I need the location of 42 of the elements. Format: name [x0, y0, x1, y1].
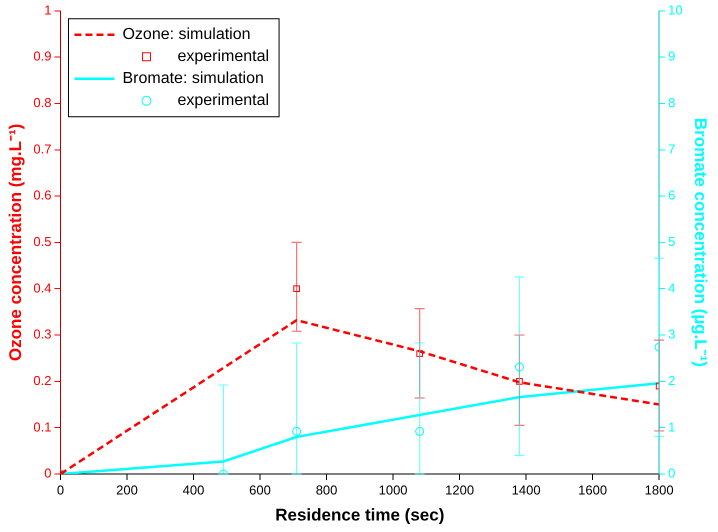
x-tick-label: 800	[316, 482, 338, 498]
y2-tick-label: 4	[668, 280, 676, 296]
y2-tick-label: 3	[668, 326, 676, 342]
y-tick-label: 1	[44, 2, 52, 18]
y-tick-label: 0.7	[33, 141, 52, 156]
legend-label: Bromate: simulation	[122, 70, 264, 88]
x-tick-label: 1400	[512, 482, 541, 498]
point	[293, 285, 300, 292]
legend-label: experimental	[177, 48, 270, 66]
y2-tick-label: 7	[668, 141, 676, 156]
y-tick-label: 0.2	[33, 372, 52, 388]
y-tick-label: 0.4	[33, 280, 52, 296]
x-tick-label: 1800	[644, 482, 674, 498]
x-tick-label: 0	[56, 482, 64, 498]
y-tick-label: 0.9	[33, 48, 52, 64]
y2-tick-label: 8	[668, 95, 676, 110]
y2-tick-label: 10	[668, 2, 683, 18]
x-axis-title: Residence time (sec)	[275, 505, 444, 524]
y-axis-title: Ozone concentration (mg.L⁻¹)	[6, 124, 25, 362]
x-tick-label: 600	[249, 482, 271, 498]
x-tick-label: 400	[182, 482, 204, 498]
x-tick-label: 1600	[578, 482, 608, 498]
point	[516, 378, 523, 385]
y-tick-label: 0.1	[33, 419, 52, 434]
y-tick-label: 0	[44, 466, 52, 481]
y-tick-label: 0.3	[33, 326, 52, 342]
x-tick-label: 200	[116, 482, 138, 498]
legend-label: Ozone: simulation	[122, 26, 251, 44]
y-tick-label: 0.6	[33, 188, 52, 203]
y2-tick-label: 6	[668, 188, 676, 203]
y2-tick-label: 2	[668, 372, 676, 388]
y2-axis-title: Bromate concentration (µg.L⁻¹)	[691, 118, 710, 367]
x-tick-label: 1200	[445, 482, 474, 498]
legend-label: experimental	[177, 92, 270, 110]
x-tick-label: 1000	[378, 482, 408, 498]
point	[416, 350, 423, 357]
y2-tick-label: 5	[668, 234, 676, 249]
y2-tick-label: 9	[668, 48, 676, 64]
y2-tick-label: 1	[668, 419, 676, 434]
y-tick-label: 0.8	[33, 95, 52, 110]
y2-tick-label: 0	[668, 466, 676, 481]
y-tick-label: 0.5	[33, 234, 52, 249]
